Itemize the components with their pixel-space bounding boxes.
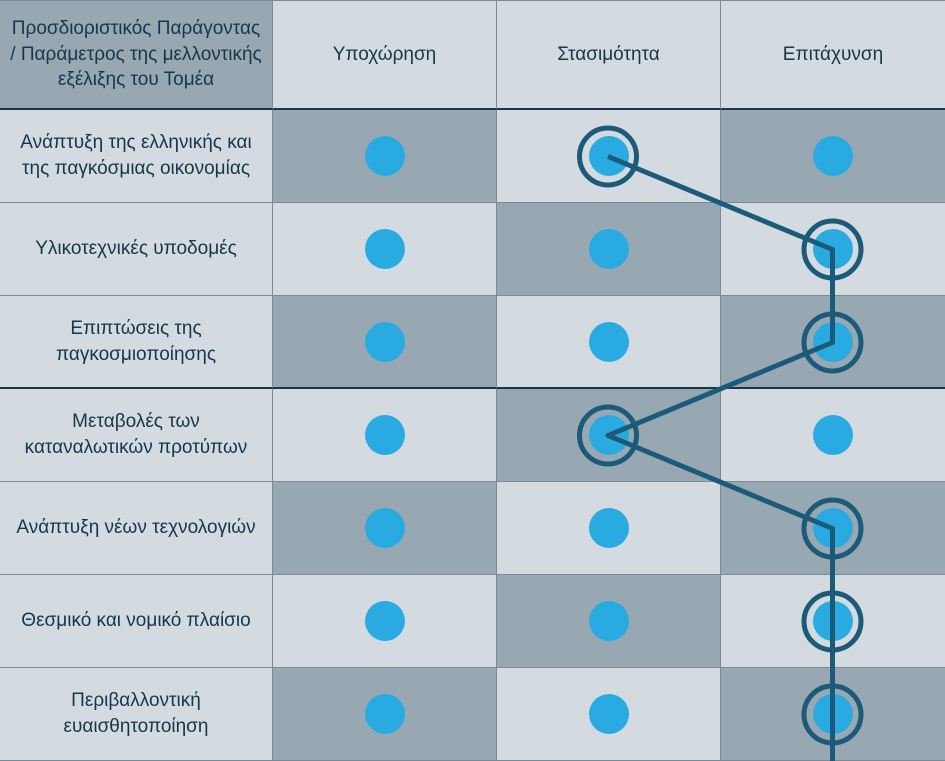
header-col-3: Επιτάχυνση <box>720 0 945 110</box>
cell-r5-c3 <box>720 575 945 668</box>
option-dot <box>813 229 853 269</box>
option-dot <box>365 508 405 548</box>
option-dot <box>365 136 405 176</box>
option-dot <box>365 601 405 641</box>
row-label-4: Ανάπτυξη νέων τεχνολογιών <box>0 482 272 575</box>
option-dot <box>589 508 629 548</box>
scenario-matrix: Προσδιοριστικός Παράγοντας / Παράμετρος … <box>0 0 945 761</box>
row-label-1: Υλικοτεχνικές υποδομές <box>0 203 272 296</box>
cell-r6-c3 <box>720 668 945 761</box>
cell-r3-c2 <box>496 389 720 482</box>
option-dot <box>813 694 853 734</box>
cell-r5-c1 <box>272 575 496 668</box>
option-dot <box>589 136 629 176</box>
option-dot <box>813 415 853 455</box>
option-dot <box>589 601 629 641</box>
cell-r0-c2 <box>496 110 720 203</box>
header-col-2: Στασιμότητα <box>496 0 720 110</box>
cell-r3-c1 <box>272 389 496 482</box>
cell-r2-c1 <box>272 296 496 389</box>
row-label-2: Επιπτώσεις της παγκοσμιοποίησης <box>0 296 272 389</box>
cell-r0-c3 <box>720 110 945 203</box>
cell-r4-c2 <box>496 482 720 575</box>
option-dot <box>589 322 629 362</box>
cell-r3-c3 <box>720 389 945 482</box>
cell-r2-c3 <box>720 296 945 389</box>
header-col-1: Υποχώρηση <box>272 0 496 110</box>
cell-r1-c2 <box>496 203 720 296</box>
option-dot <box>813 136 853 176</box>
cell-r1-c1 <box>272 203 496 296</box>
cell-r4-c1 <box>272 482 496 575</box>
option-dot <box>589 694 629 734</box>
option-dot <box>589 229 629 269</box>
row-label-6: Περιβαλλοντική ευαισθητοποίηση <box>0 668 272 761</box>
cell-r6-c2 <box>496 668 720 761</box>
option-dot <box>813 322 853 362</box>
option-dot <box>365 229 405 269</box>
row-label-5: Θεσμικό και νομικό πλαίσιο <box>0 575 272 668</box>
option-dot <box>365 322 405 362</box>
cell-r0-c1 <box>272 110 496 203</box>
cell-r5-c2 <box>496 575 720 668</box>
option-dot <box>365 694 405 734</box>
cell-r4-c3 <box>720 482 945 575</box>
option-dot <box>589 415 629 455</box>
cell-r1-c3 <box>720 203 945 296</box>
option-dot <box>813 508 853 548</box>
row-label-0: Ανάπτυξη της ελληνικής και της παγκόσμια… <box>0 110 272 203</box>
option-dot <box>365 415 405 455</box>
cell-r6-c1 <box>272 668 496 761</box>
option-dot <box>813 601 853 641</box>
cell-r2-c2 <box>496 296 720 389</box>
header-factor: Προσδιοριστικός Παράγοντας / Παράμετρος … <box>0 0 272 110</box>
row-label-3: Μεταβολές των καταναλωτικών προτύπων <box>0 389 272 482</box>
